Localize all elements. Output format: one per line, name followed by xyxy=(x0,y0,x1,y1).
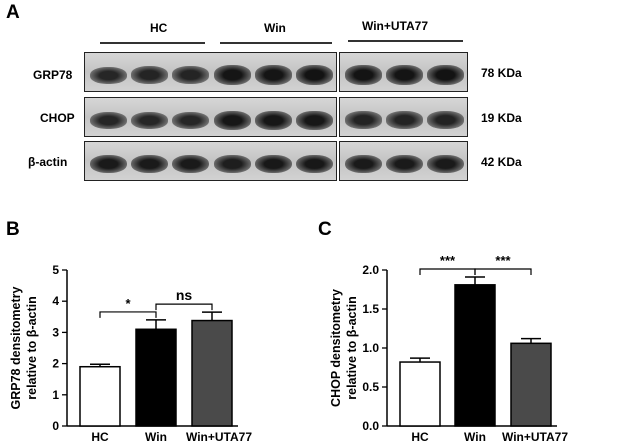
blot-band-beta-actin-lane-9 xyxy=(427,154,464,174)
group-label-hc: HC xyxy=(150,21,168,35)
kda-label-chop: 19 KDa xyxy=(481,111,522,125)
blot-band-grp78-lane-5 xyxy=(254,65,292,85)
group-line-win xyxy=(220,42,332,44)
y-tick-label-b-0: 0 xyxy=(52,419,59,433)
blot-strip-grp78-2 xyxy=(339,52,468,92)
blot-band-beta-actin-lane-3 xyxy=(172,154,210,174)
blot-band-beta-actin-lane-1 xyxy=(90,154,128,174)
x-tick-label-b-0: HC xyxy=(91,430,109,442)
significance-label-c-1: *** xyxy=(495,253,511,268)
group-line-win-uta77 xyxy=(348,40,463,42)
blot-band-grp78-lane-2 xyxy=(131,66,169,84)
blot-strip-beta-actin-1 xyxy=(84,141,337,181)
x-tick-label-c-2: Win+UTA77 xyxy=(502,430,568,442)
blot-band-beta-actin-lane-6 xyxy=(295,154,333,174)
significance-label-b-0: * xyxy=(125,296,131,311)
bar-b-0 xyxy=(79,365,121,427)
y-axis-label-b-2: relative to β-actin xyxy=(25,296,39,400)
blot-band-chop-lane-6 xyxy=(295,110,333,130)
y-tick-label-b-5: 5 xyxy=(52,263,59,277)
group-line-hc xyxy=(100,42,205,44)
row-label-beta-actin: β-actin xyxy=(28,155,68,169)
y-axis-label-b-1: GRP78 densitometry xyxy=(9,286,23,409)
y-axis-label-c-1: CHOP densitometry xyxy=(329,289,343,407)
y-axis-label-c-2: relative to β-actin xyxy=(345,296,359,400)
group-label-win-uta77: Win+UTA77 xyxy=(362,19,429,33)
kda-label-grp78: 78 KDa xyxy=(481,66,522,80)
row-label-chop: CHOP xyxy=(40,111,75,125)
y-tick-label-b-4: 4 xyxy=(52,294,59,308)
y-tick-label-b-1: 1 xyxy=(52,388,59,402)
blot-band-grp78-lane-6 xyxy=(295,65,333,85)
significance-bracket-c-1 xyxy=(474,268,532,276)
significance-bracket-b-0 xyxy=(99,311,157,318)
blot-band-chop-lane-7 xyxy=(345,111,382,129)
blot-band-beta-actin-lane-5 xyxy=(254,154,292,174)
blot-strip-grp78-1 xyxy=(84,52,337,92)
blot-band-beta-actin-lane-4 xyxy=(213,155,251,173)
blot-band-chop-lane-5 xyxy=(254,110,292,130)
bar-b-1 xyxy=(135,328,177,427)
blot-band-chop-lane-3 xyxy=(172,111,210,129)
blot-band-grp78-lane-4 xyxy=(213,65,251,85)
y-tick-label-c-0: 0.0 xyxy=(362,419,379,433)
kda-label-beta-actin: 42 KDa xyxy=(481,155,522,169)
bar-b-2 xyxy=(191,319,233,427)
blot-band-grp78-lane-7 xyxy=(345,65,382,85)
blot-band-beta-actin-lane-2 xyxy=(131,154,169,174)
blot-band-chop-lane-2 xyxy=(131,111,169,129)
x-tick-label-c-0: HC xyxy=(411,430,429,442)
row-label-grp78: GRP78 xyxy=(33,68,73,82)
bar-c-0 xyxy=(399,361,441,427)
bar-c-1 xyxy=(454,284,496,427)
significance-bracket-b-1 xyxy=(155,303,213,311)
x-tick-label-b-2: Win+UTA77 xyxy=(186,430,252,442)
y-tick-label-c-1: 0.5 xyxy=(362,380,379,394)
y-tick-label-b-3: 3 xyxy=(52,325,59,339)
blot-band-grp78-lane-9 xyxy=(427,65,464,85)
blot-band-chop-lane-9 xyxy=(427,111,464,129)
y-tick-label-b-2: 2 xyxy=(52,357,59,371)
blot-band-grp78-lane-3 xyxy=(172,66,210,84)
blot-band-chop-lane-1 xyxy=(90,111,128,129)
blot-strip-chop-2 xyxy=(339,97,468,137)
blot-band-beta-actin-lane-7 xyxy=(345,154,382,174)
y-tick-label-c-3: 1.5 xyxy=(362,302,379,316)
panel-letter-b: B xyxy=(6,219,20,240)
bar-c-2 xyxy=(510,342,552,427)
blot-strip-beta-actin-2 xyxy=(339,141,468,181)
panel-letter-a: A xyxy=(6,2,20,23)
blot-band-beta-actin-lane-8 xyxy=(386,154,423,174)
x-tick-label-c-1: Win xyxy=(464,430,486,442)
y-tick-label-c-2: 1.0 xyxy=(362,341,379,355)
blot-strip-chop-1 xyxy=(84,97,337,137)
x-tick-label-b-1: Win xyxy=(145,430,167,442)
blot-band-chop-lane-8 xyxy=(386,111,423,129)
significance-label-b-1: ns xyxy=(176,287,193,303)
blot-band-grp78-lane-8 xyxy=(386,65,423,85)
significance-label-c-0: *** xyxy=(440,253,456,268)
panel-letter-c: C xyxy=(318,219,332,240)
y-tick-label-c-4: 2.0 xyxy=(362,263,379,277)
significance-bracket-c-0 xyxy=(419,268,476,276)
blot-band-grp78-lane-1 xyxy=(90,66,128,84)
group-label-win: Win xyxy=(264,21,286,35)
blot-band-chop-lane-4 xyxy=(213,110,251,130)
